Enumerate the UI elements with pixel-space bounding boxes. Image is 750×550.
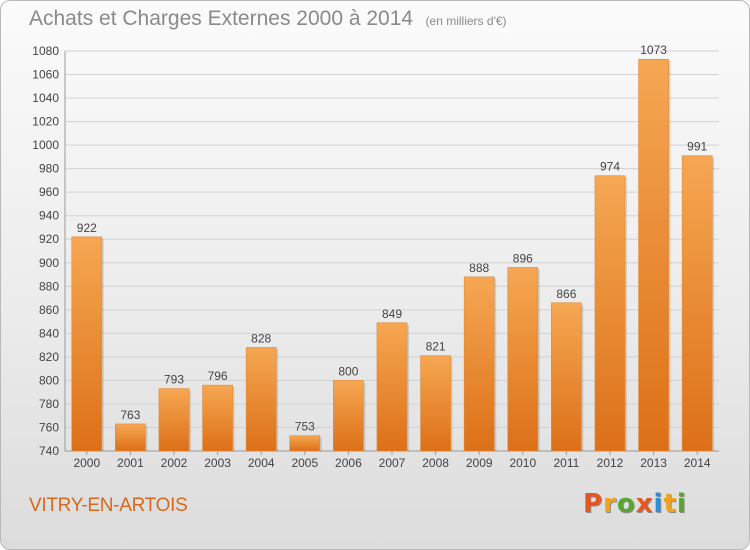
y-tick-label: 920 <box>39 232 59 246</box>
data-label: 974 <box>600 160 620 174</box>
x-tick-label: 2003 <box>204 456 231 470</box>
x-tick-label: 2009 <box>466 456 493 470</box>
brand-letter: i <box>676 489 687 519</box>
y-tick-label: 1020 <box>32 115 59 129</box>
data-label: 821 <box>426 340 446 354</box>
y-tick-label: 900 <box>39 256 59 270</box>
bar <box>551 302 582 452</box>
x-tick-label: 2001 <box>117 456 144 470</box>
x-tick-label: 2006 <box>335 456 362 470</box>
x-tick-label: 2004 <box>248 456 275 470</box>
y-tick-label: 880 <box>39 279 59 293</box>
y-tick-label: 1040 <box>32 91 59 105</box>
data-label: 828 <box>251 331 271 345</box>
y-tick-label: 820 <box>39 350 59 364</box>
data-label: 922 <box>77 221 97 235</box>
x-tick-label: 2012 <box>597 456 624 470</box>
bar <box>158 388 190 452</box>
bar <box>245 347 277 452</box>
bar <box>507 267 539 452</box>
data-label: 793 <box>164 373 184 387</box>
data-label: 796 <box>208 369 228 383</box>
data-label: 849 <box>382 307 402 321</box>
data-label: 896 <box>513 251 533 265</box>
bar <box>420 355 451 452</box>
data-label: 800 <box>338 364 358 378</box>
y-tick-label: 760 <box>39 420 59 434</box>
brand-letter: r <box>603 489 617 519</box>
bar <box>376 322 408 452</box>
bar <box>71 236 103 452</box>
y-tick-label: 800 <box>39 373 59 387</box>
place-name: VITRY-EN-ARTOIS <box>29 495 188 516</box>
chart-unit-label: (en milliers d'€) <box>425 14 507 28</box>
brand-letter: i <box>653 489 664 519</box>
bar <box>289 435 321 452</box>
data-label: 991 <box>687 140 707 154</box>
x-tick-label: 2002 <box>161 456 188 470</box>
brand-letter: o <box>616 489 636 519</box>
y-tick-label: 1080 <box>32 44 59 58</box>
x-tick-label: 2010 <box>509 456 536 470</box>
x-tick-label: 2005 <box>291 456 318 470</box>
chart-title-text: Achats et Charges Externes 2000 à 2014 <box>29 7 414 30</box>
bar <box>594 175 626 452</box>
y-tick-label: 980 <box>39 162 59 176</box>
y-tick-label: 780 <box>39 397 59 411</box>
chart-title: Achats et Charges Externes 2000 à 2014 (… <box>29 7 507 31</box>
y-tick-label: 740 <box>39 444 59 458</box>
brand-logo: Proxiti <box>583 489 687 519</box>
data-label: 888 <box>469 261 489 275</box>
x-tick-label: 2011 <box>553 456 579 470</box>
x-tick-label: 2008 <box>422 456 449 470</box>
brand-letter: P <box>583 489 604 519</box>
y-tick-label: 960 <box>39 185 59 199</box>
data-label: 866 <box>556 287 576 301</box>
y-tick-label: 1060 <box>32 68 59 82</box>
x-tick-label: 2000 <box>73 456 100 470</box>
brand-letter: x <box>635 489 654 519</box>
bar <box>333 380 364 452</box>
bar <box>463 276 495 452</box>
bar <box>681 155 713 452</box>
y-tick-label: 1000 <box>32 138 59 152</box>
data-label: 753 <box>295 420 315 434</box>
data-label: 1073 <box>640 43 667 57</box>
y-tick-label: 840 <box>39 326 59 340</box>
y-tick-label: 860 <box>39 303 59 317</box>
bar <box>115 423 146 452</box>
data-label: 763 <box>120 408 140 422</box>
x-tick-label: 2013 <box>640 456 667 470</box>
y-tick-label: 940 <box>39 209 59 223</box>
bar <box>202 384 233 452</box>
bar <box>638 58 669 452</box>
x-tick-label: 2014 <box>684 456 711 470</box>
brand-letter: t <box>663 489 677 519</box>
x-tick-label: 2007 <box>379 456 406 470</box>
